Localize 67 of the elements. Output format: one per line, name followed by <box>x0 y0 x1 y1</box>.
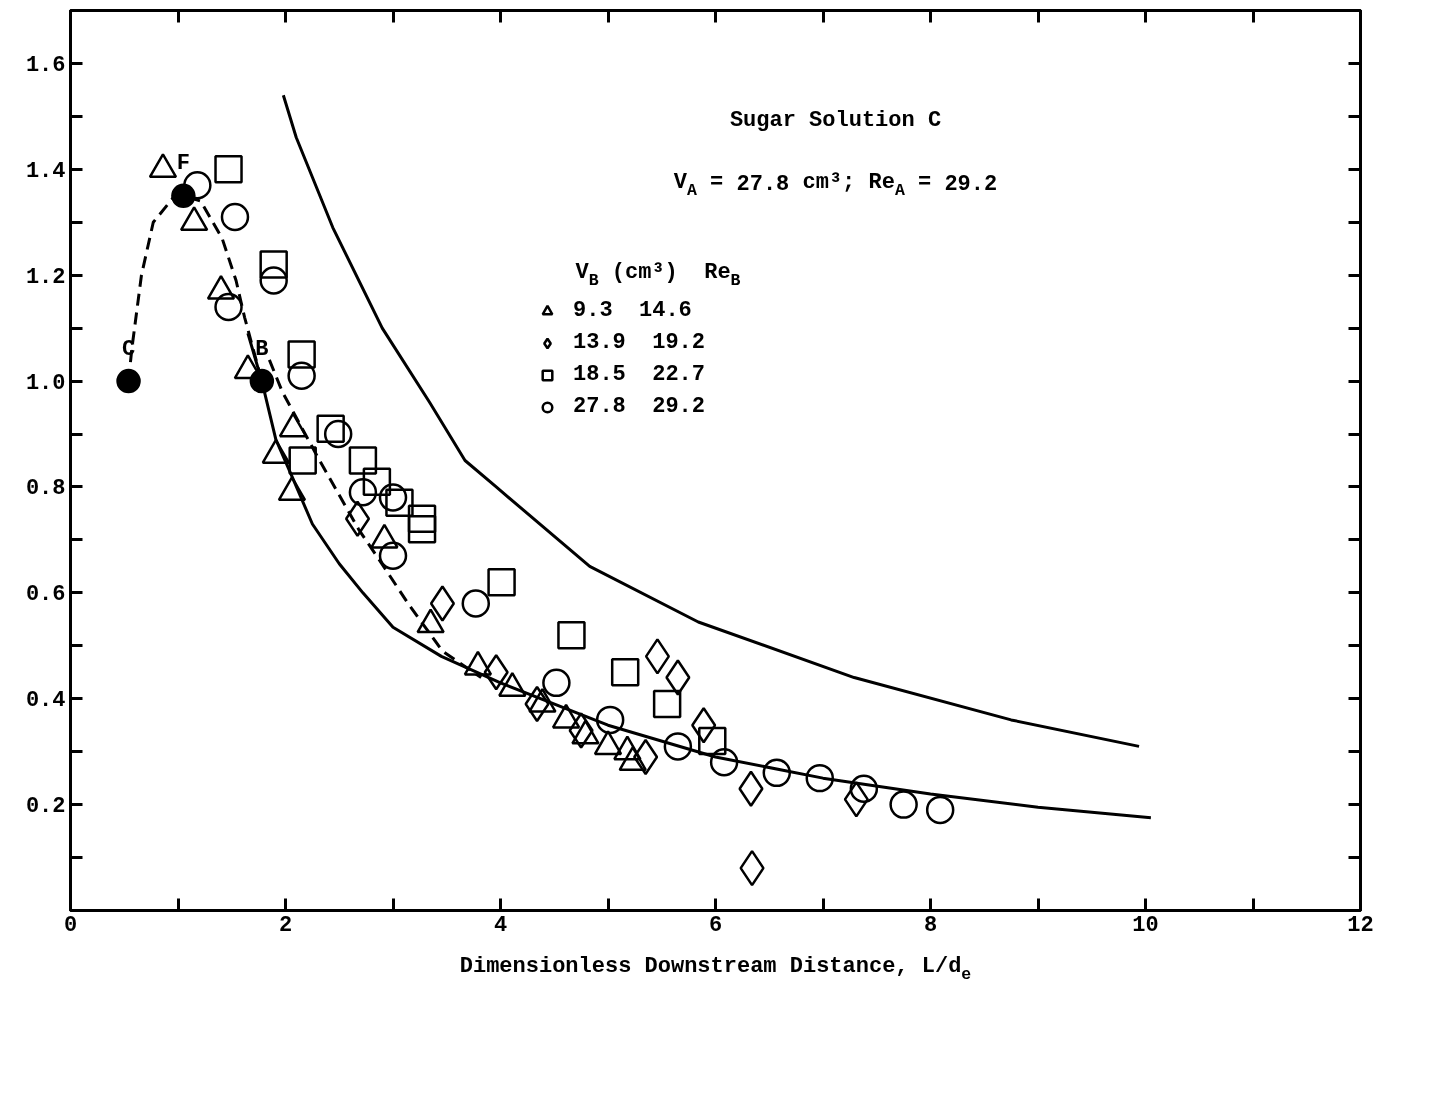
y-tick-label: 1.0 <box>25 370 66 396</box>
y-tick-label: 0.4 <box>25 688 66 714</box>
point <box>665 659 691 696</box>
point <box>378 541 408 571</box>
point <box>663 732 693 761</box>
point <box>487 568 516 597</box>
point <box>849 774 879 803</box>
annotation: Sugar Solution C <box>729 108 942 133</box>
y-tick-label: 0.6 <box>25 582 66 608</box>
annotation: B <box>255 336 269 362</box>
y-tick-label: 1.2 <box>25 264 66 290</box>
legend-label: 9.3 14.6 <box>573 298 692 323</box>
point <box>323 419 353 449</box>
point <box>644 638 671 675</box>
point <box>348 478 378 507</box>
point <box>362 467 392 496</box>
x-tick-label: 6 <box>708 912 723 938</box>
point <box>344 500 371 537</box>
point <box>429 585 456 622</box>
legend-label: 13.9 19.2 <box>573 330 706 355</box>
point <box>709 748 739 777</box>
point <box>288 446 317 475</box>
y-tick-label: 1.4 <box>25 158 66 184</box>
point <box>738 770 764 807</box>
point <box>407 504 437 533</box>
point <box>762 758 792 788</box>
point <box>925 795 955 825</box>
point <box>843 781 869 818</box>
point <box>805 763 835 793</box>
x-tick-label: 8 <box>923 912 938 938</box>
point <box>287 361 316 391</box>
y-tick-label: 1.6 <box>25 52 66 78</box>
point <box>259 250 288 279</box>
x-tick-label: 2 <box>278 912 293 938</box>
point <box>214 292 243 322</box>
point <box>698 726 727 756</box>
point <box>483 654 509 691</box>
point <box>568 712 594 749</box>
point <box>385 488 414 518</box>
point <box>407 515 437 544</box>
point <box>171 183 196 209</box>
x-tick-label: 10 <box>1132 912 1159 938</box>
line-series <box>281 93 1141 748</box>
point <box>610 658 640 687</box>
point <box>116 368 141 394</box>
point <box>542 668 571 698</box>
y-tick-label: 0.8 <box>25 476 66 502</box>
point <box>461 589 491 618</box>
point <box>220 202 250 232</box>
point <box>259 266 288 295</box>
point <box>557 620 586 650</box>
y-tick-label: 0.2 <box>25 794 66 820</box>
point <box>378 483 408 512</box>
point <box>348 446 378 475</box>
point <box>889 790 918 819</box>
legend-label: 27.8 29.2 <box>573 394 706 419</box>
x-tick-label: 12 <box>1347 912 1374 938</box>
point <box>316 414 345 443</box>
point <box>652 689 682 719</box>
point <box>287 340 316 369</box>
point <box>595 705 625 735</box>
point <box>214 155 243 184</box>
point <box>249 368 275 394</box>
x-tick-label: 4 <box>493 912 508 938</box>
x-tick-label: 0 <box>63 912 78 938</box>
annotation: F <box>176 151 190 177</box>
legend-label: 18.5 22.7 <box>573 362 706 387</box>
